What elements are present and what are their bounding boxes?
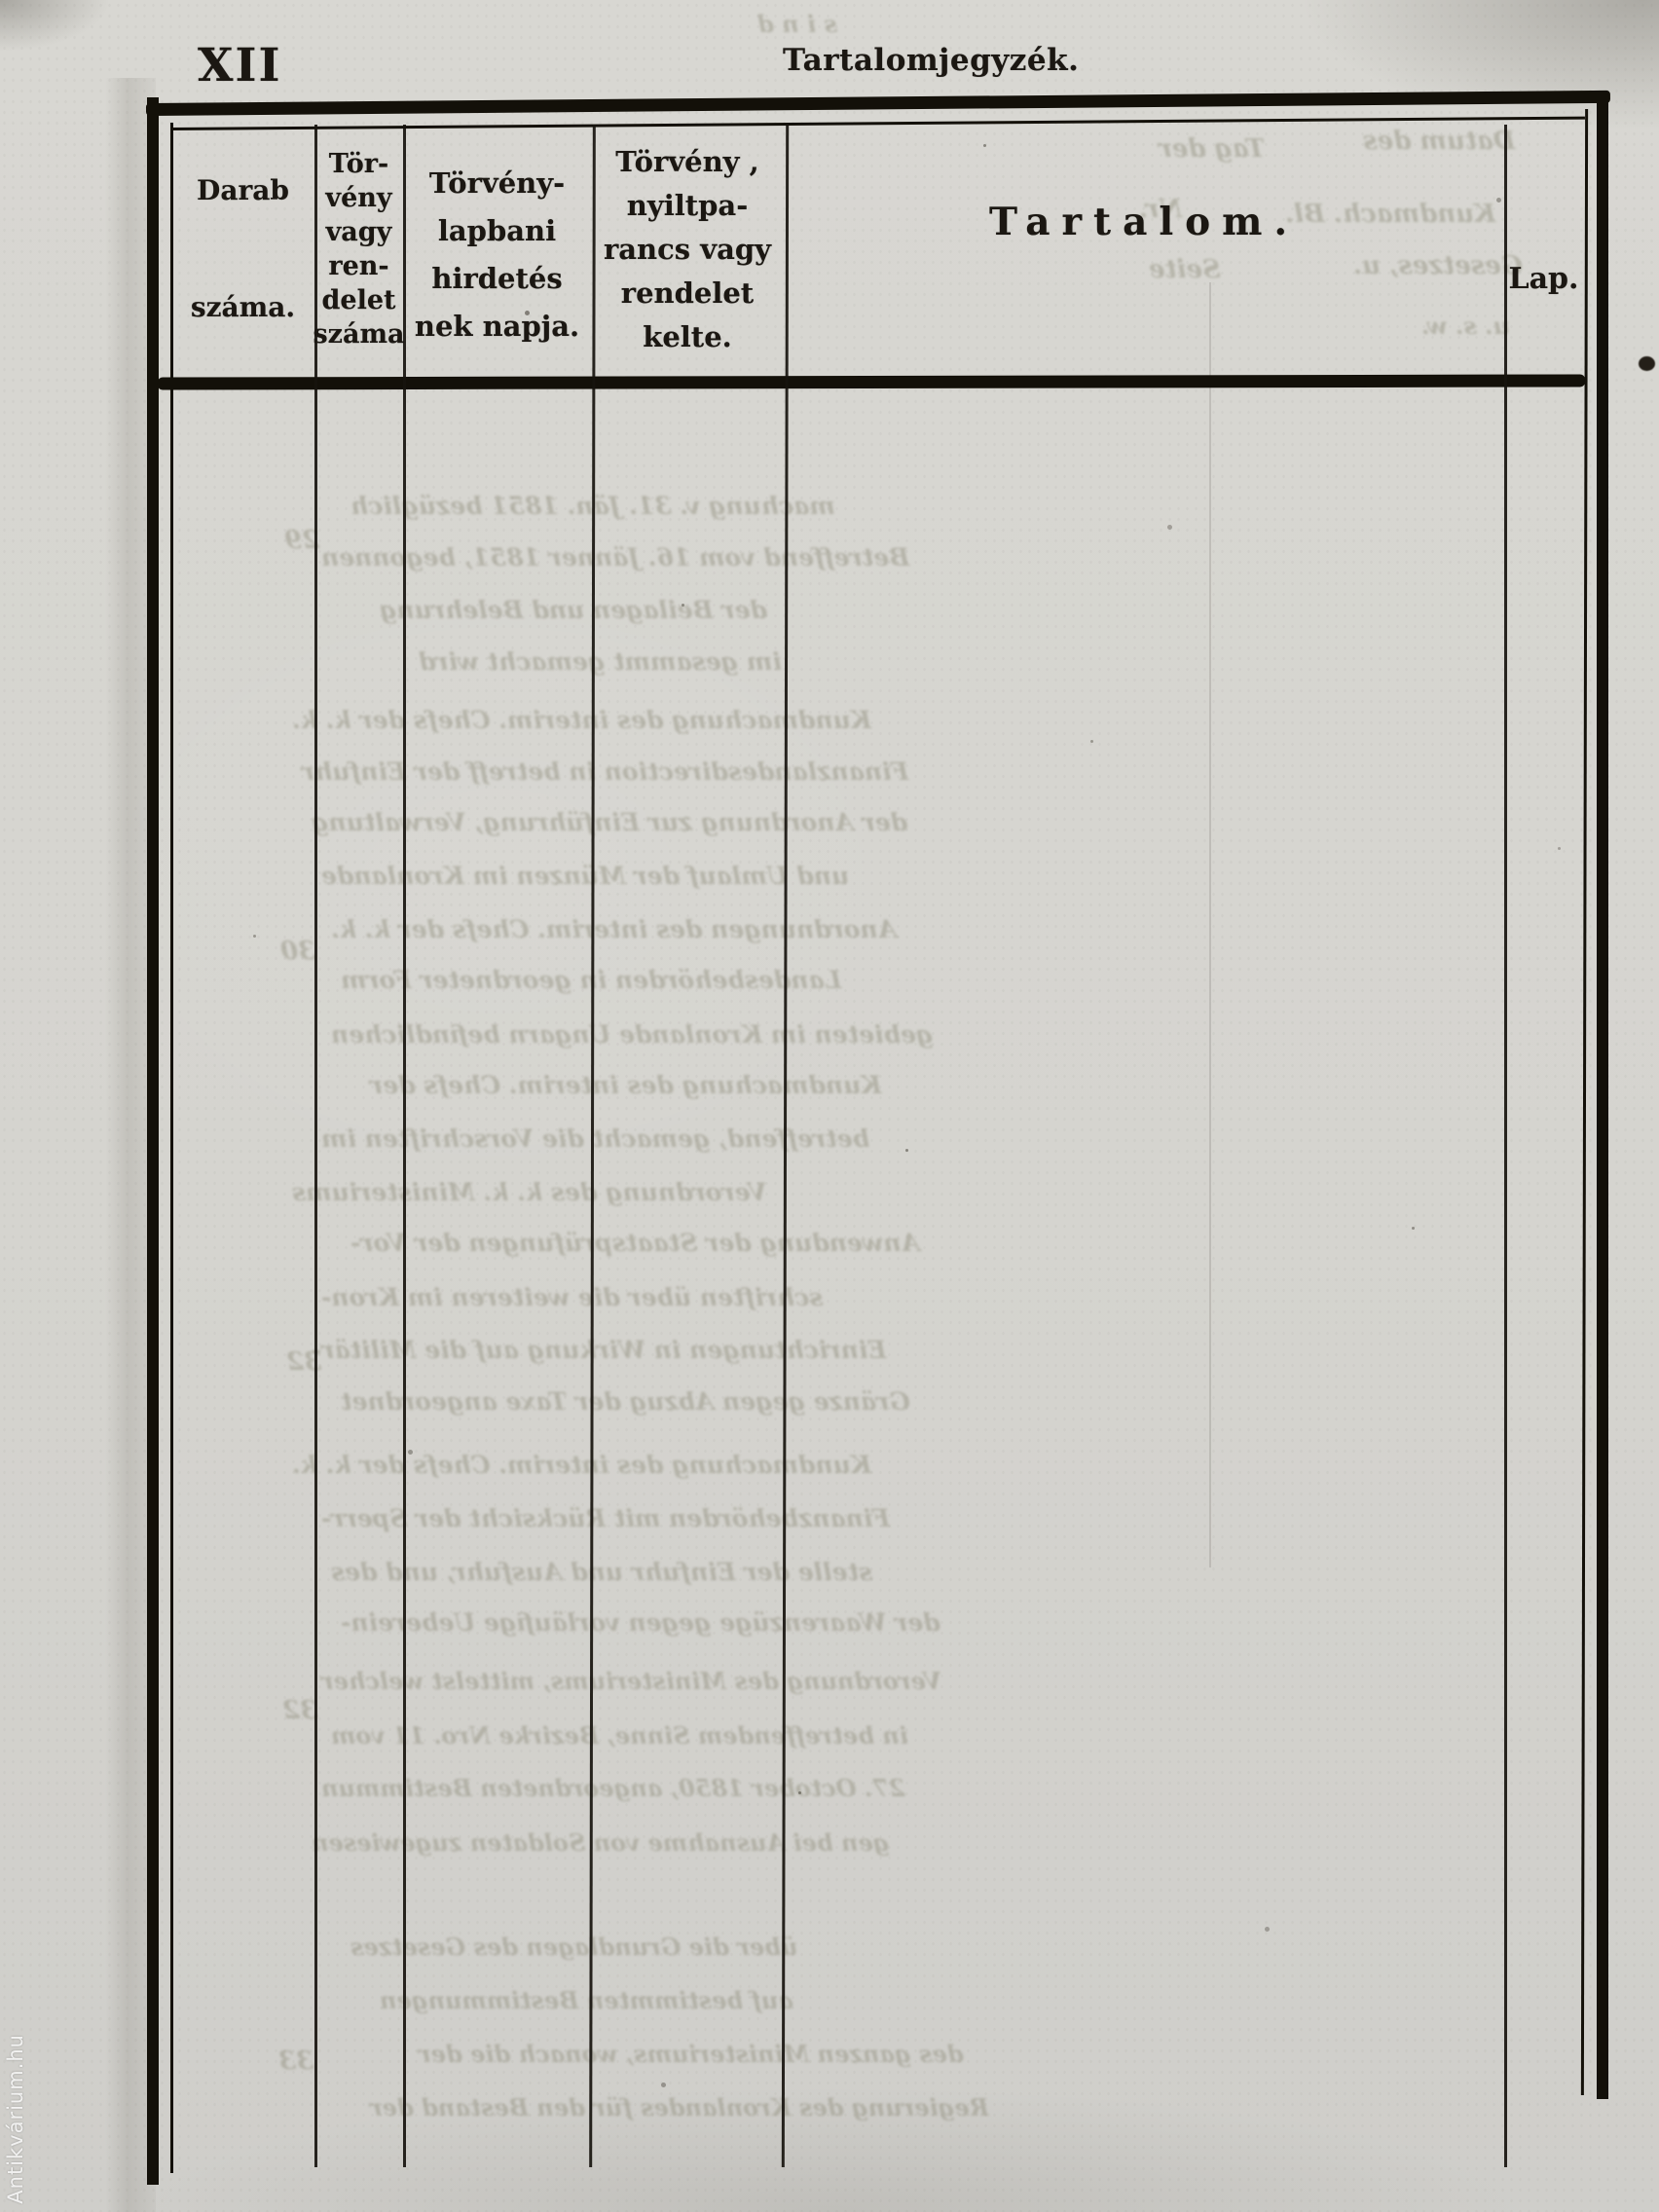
header-line: száma. (190, 291, 296, 323)
bleedthrough-fragment: Verordnung des Ministeriums, mittelst we… (321, 1667, 942, 1695)
column-divider-2 (403, 125, 406, 2167)
header-lap: Lap. (1504, 123, 1583, 376)
header-line: lapbani (437, 214, 557, 247)
bleedthrough-fragment: in betreffendem Sinne, Bezirke Nro. 11 v… (331, 1721, 908, 1750)
bleedthrough-fragment: des ganzen Ministeriums, wonach die der (419, 2040, 964, 2068)
bleedthrough-fragment: Kundmachung des interim. Chefs der (370, 1071, 882, 1099)
bleedthrough-fragment: s i n d (757, 10, 837, 38)
header-line: kelte. (643, 319, 732, 353)
paper-crease (1209, 282, 1211, 1567)
bleedthrough-fragment: der Anordnung zur Einführung, Verwaltung (312, 808, 908, 836)
header-hirdetes-napja: Törvény-lapbani hirdetés nek napja. (403, 129, 591, 382)
header-lap-label: Lap. (1508, 261, 1579, 296)
header-torveny-szama: Tör-vény vagy ren-delet száma (313, 123, 405, 376)
header-darab-szama: Darab száma. (171, 123, 314, 376)
table-right-border-thick (1597, 95, 1608, 2099)
bleedthrough-fragment: Regierung des Kronlandes für den Bestand… (370, 2093, 989, 2121)
table-entries (171, 387, 1583, 411)
header-tartalom-label: Tartalom. (988, 200, 1300, 244)
header-line: Darab (197, 174, 289, 206)
folio-number: XII (198, 39, 282, 92)
bleedthrough-fragment: 33 (278, 2046, 314, 2076)
header-line: rancs vagy (603, 232, 771, 266)
bleedthrough-fragment: schriften über die weiteren im Kron- (321, 1283, 824, 1311)
scan-specks (0, 0, 3, 3)
bleedthrough-fragment: Finanzlandesdirection in betreff der Ein… (302, 757, 909, 786)
column-divider-1 (314, 125, 317, 2167)
bleedthrough-fragment: Finanzbehörden mit Rücksicht der Sperr- (321, 1504, 891, 1532)
column-divider-5 (1504, 125, 1507, 2167)
header-line: nyiltpa- (626, 188, 749, 222)
header-rendelet-kelte: Törvény , nyiltpa-rancs vagy rendelet kelte… (591, 123, 784, 376)
bleedthrough-fragment: Anwendung der Staatsprüfungen der Vor- (350, 1229, 920, 1257)
watermark: Antikvárium.hu (4, 2034, 27, 2204)
header-line: Tör- (328, 149, 389, 179)
bleedthrough-fragment: 30 (280, 937, 316, 966)
table-header: Darab száma. Tör-vény vagy ren-delet száma T… (171, 123, 1583, 376)
header-line: rendelet (620, 276, 755, 310)
bleedthrough-fragment: Verordnung des k. k. Ministeriums (292, 1178, 767, 1206)
header-tartalom: Tartalom. (784, 123, 1504, 376)
header-line: vény (325, 183, 392, 213)
header-line: vagy (325, 217, 392, 247)
header-line: delet (321, 285, 396, 315)
running-title: Tartalomjegyzék. (783, 43, 1080, 78)
column-divider-3 (589, 124, 596, 2168)
header-line: Törvény- (428, 166, 566, 200)
ink-dot (1639, 356, 1655, 371)
bleedthrough-fragment: stelle der Einfuhr und Ausfuhr, und des (331, 1558, 873, 1586)
bleedthrough-fragment: gen bei Ausnahme von Soldaten zugewiesen (312, 1828, 890, 1857)
bleedthrough-fragment: im gesammt gemacht wird (419, 647, 782, 676)
bleedthrough-fragment: 27. October 1850, angeordneten Bestimmun (321, 1774, 905, 1802)
bleedthrough-fragment: über die Grundlagen des Gesetzes (350, 1933, 798, 1961)
header-line: hirdetés (431, 262, 563, 295)
header-line: Törvény , (615, 144, 759, 178)
bleedthrough-fragment: Einrichtungen in Wirkung auf die Militär… (312, 1336, 887, 1364)
table-left-border-thin (170, 123, 173, 2173)
bleedthrough-fragment: 32 (282, 1696, 318, 1725)
header-line: ren- (328, 251, 389, 281)
bleedthrough-fragment: Anordnungen des interim. Chefs der k. k. (331, 915, 898, 943)
bleedthrough-fragment: der Waarenzüge gegen vorläufige Ueberein… (341, 1608, 940, 1637)
bleedthrough-fragment: der Beilagen und Belehrung (380, 596, 767, 624)
table-left-border-thick (147, 97, 159, 2185)
header-line: száma (313, 319, 405, 350)
bleedthrough-fragment: gebieten im Kronlande Ungarn befindliche… (331, 1020, 934, 1049)
bleedthrough-fragment: auf bestimmten Bestimmungen (380, 1986, 793, 2014)
bleedthrough-fragment: Betreffend vom 16. Jänner 1851, begonnen (321, 543, 910, 571)
header-line: nek napja. (414, 310, 580, 343)
bleedthrough-fragment: Gränze gegen Abzug der Taxe angeordnet (341, 1387, 910, 1416)
table-top-border-thick (145, 90, 1610, 116)
column-divider-4 (781, 124, 790, 2168)
bleedthrough-fragment: und Umlauf der Münzen im Kronlande (321, 862, 850, 890)
